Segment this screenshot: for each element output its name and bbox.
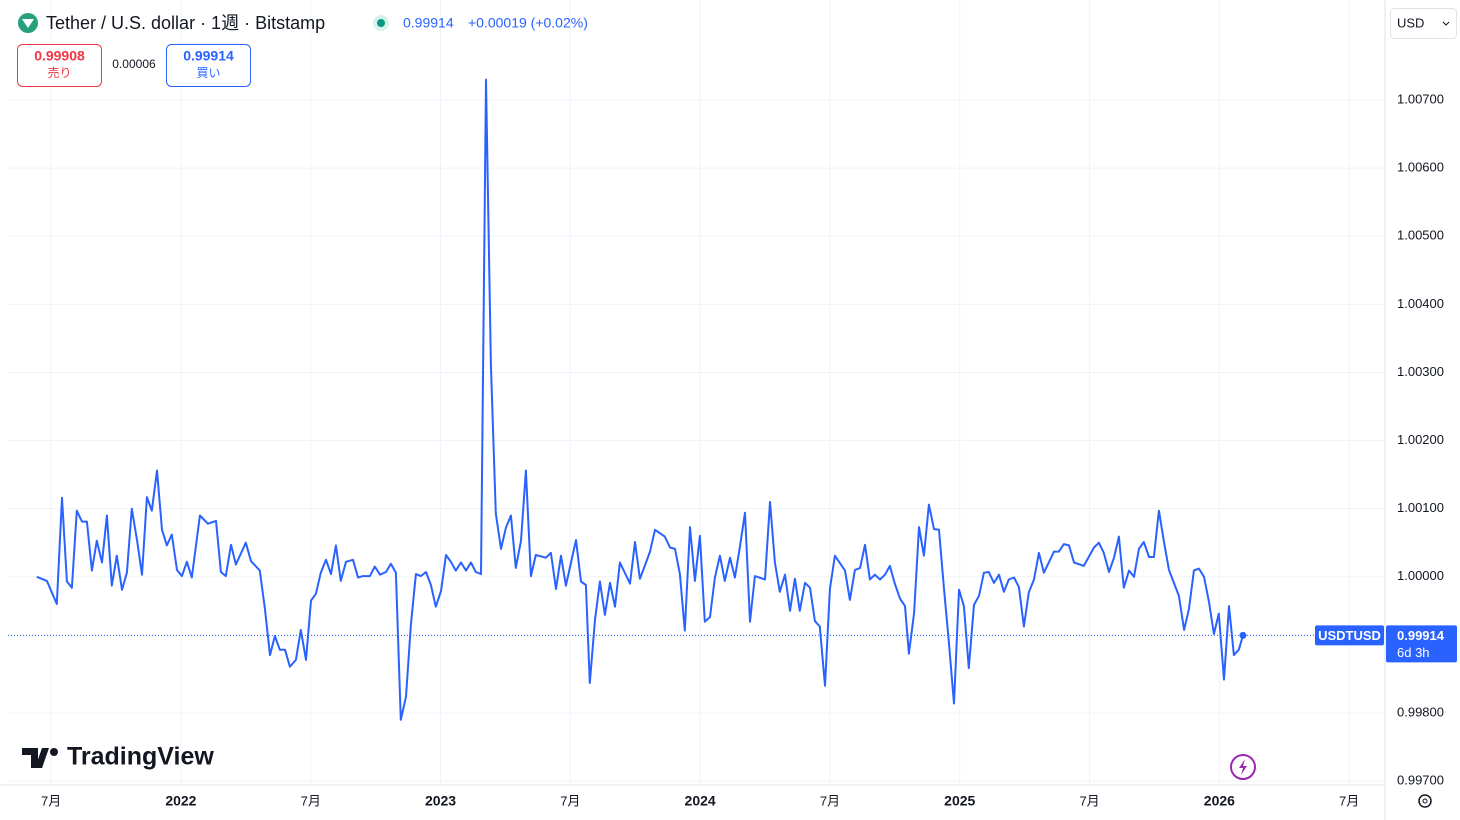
y-tick-label: 1.00000	[1397, 568, 1444, 583]
x-tick-label: 2025	[944, 793, 975, 809]
sell-label: 売り	[47, 65, 71, 80]
y-tick-label: 1.00500	[1397, 228, 1444, 243]
header-change: +0.00019 (+0.02%)	[468, 15, 588, 31]
x-tick-label: 7月	[301, 793, 321, 808]
x-tick-label: 7月	[820, 793, 840, 808]
settings-icon[interactable]	[1418, 794, 1432, 808]
axes: 0.99700 0.99800 1.00000 1.00100 1.00200 1.003…	[41, 91, 1457, 809]
tv-logo-mark	[22, 748, 49, 768]
x-tick-label: 7月	[560, 793, 580, 808]
buy-label: 買い	[196, 66, 220, 80]
last-point	[1239, 631, 1247, 639]
y-tick-label: 1.00600	[1397, 160, 1444, 175]
symbol-tag-label: USDTUSD	[1318, 628, 1381, 643]
x-tick-label: 2023	[425, 793, 456, 809]
dropdown-caret	[1442, 21, 1450, 26]
x-tick-label: 2026	[1204, 793, 1235, 809]
y-tick-label: 1.00400	[1397, 296, 1444, 311]
y-tick-label: 0.99800	[1397, 704, 1444, 719]
currency: USD	[1397, 15, 1424, 30]
x-tick-label: 7月	[41, 793, 61, 808]
sell-price: 0.99908	[34, 48, 85, 64]
price-tag-label: 0.99914	[1397, 628, 1445, 643]
plot	[8, 78, 1385, 721]
x-tick-label: 2024	[685, 793, 716, 809]
tv-logo-text: TradingView	[67, 743, 214, 771]
symbol-title[interactable]: Tether / U.S. dollar · 1週 · Bitstamp	[46, 13, 325, 33]
settings-icon-core	[1422, 798, 1428, 804]
status-dot	[377, 19, 385, 27]
spread: 0.00006	[112, 57, 156, 71]
price-tag	[1386, 625, 1457, 663]
y-tick-label: 1.00300	[1397, 364, 1444, 379]
y-tick-label: 0.99700	[1397, 773, 1444, 788]
price-line	[36, 78, 1244, 721]
buy-price: 0.99914	[183, 48, 234, 64]
x-tick-label: 7月	[1339, 793, 1359, 808]
tv-logo-dot	[50, 748, 58, 756]
header-price: 0.99914	[403, 15, 454, 31]
x-tick-label: 2022	[165, 793, 196, 809]
flash-glyph	[1239, 759, 1247, 775]
buy-button[interactable]	[166, 44, 251, 87]
sell-button[interactable]	[17, 44, 102, 87]
symbol-logo-glyph	[22, 19, 34, 28]
symbol-tag	[1315, 625, 1384, 646]
x-tick-label: 7月	[1079, 793, 1099, 808]
grid	[8, 0, 1385, 785]
y-tick-label: 1.00200	[1397, 432, 1444, 447]
y-tick-label: 1.00100	[1397, 500, 1444, 515]
currency-select[interactable]	[1390, 8, 1457, 39]
y-tick-label: 1.00700	[1397, 91, 1444, 106]
countdown: 6d 3h	[1397, 645, 1430, 660]
